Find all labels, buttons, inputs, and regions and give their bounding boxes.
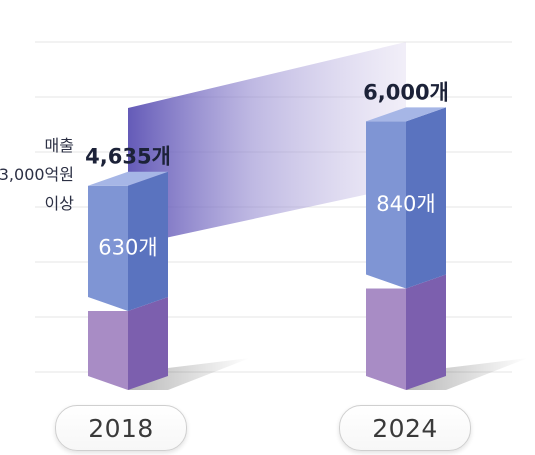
segment-label-2024: 840개 bbox=[376, 192, 435, 216]
side-label-line-1: 매출 bbox=[45, 136, 74, 155]
category-label-2024: 2024 bbox=[339, 405, 471, 451]
side-label-line-3: 이상 bbox=[45, 194, 75, 213]
side-label-line-2: 3,000억원 bbox=[0, 165, 74, 184]
bar-shadow-2024 bbox=[406, 358, 528, 390]
bar-cap-2024 bbox=[366, 107, 446, 122]
bar-shadow-2018 bbox=[128, 358, 250, 390]
connector-band bbox=[128, 42, 406, 246]
bar-top-front-2024 bbox=[366, 121, 406, 289]
bar-bottom-side-2024 bbox=[406, 274, 446, 390]
total-label-2018: 4,635개 bbox=[85, 145, 171, 169]
bar-bottom-front-2024 bbox=[366, 288, 406, 390]
bar-top-side-2024 bbox=[406, 107, 446, 289]
bar-cap-2018 bbox=[88, 171, 168, 186]
bar-bottom-front-2018 bbox=[88, 311, 128, 390]
total-label-2024: 6,000개 bbox=[363, 80, 449, 104]
bar-top-side-2018 bbox=[128, 171, 168, 312]
segment-label-2018: 630개 bbox=[98, 235, 157, 259]
bar-top-front-2018 bbox=[88, 185, 128, 312]
category-label-2018: 2018 bbox=[55, 405, 187, 451]
bar-bottom-side-2018 bbox=[128, 297, 168, 390]
